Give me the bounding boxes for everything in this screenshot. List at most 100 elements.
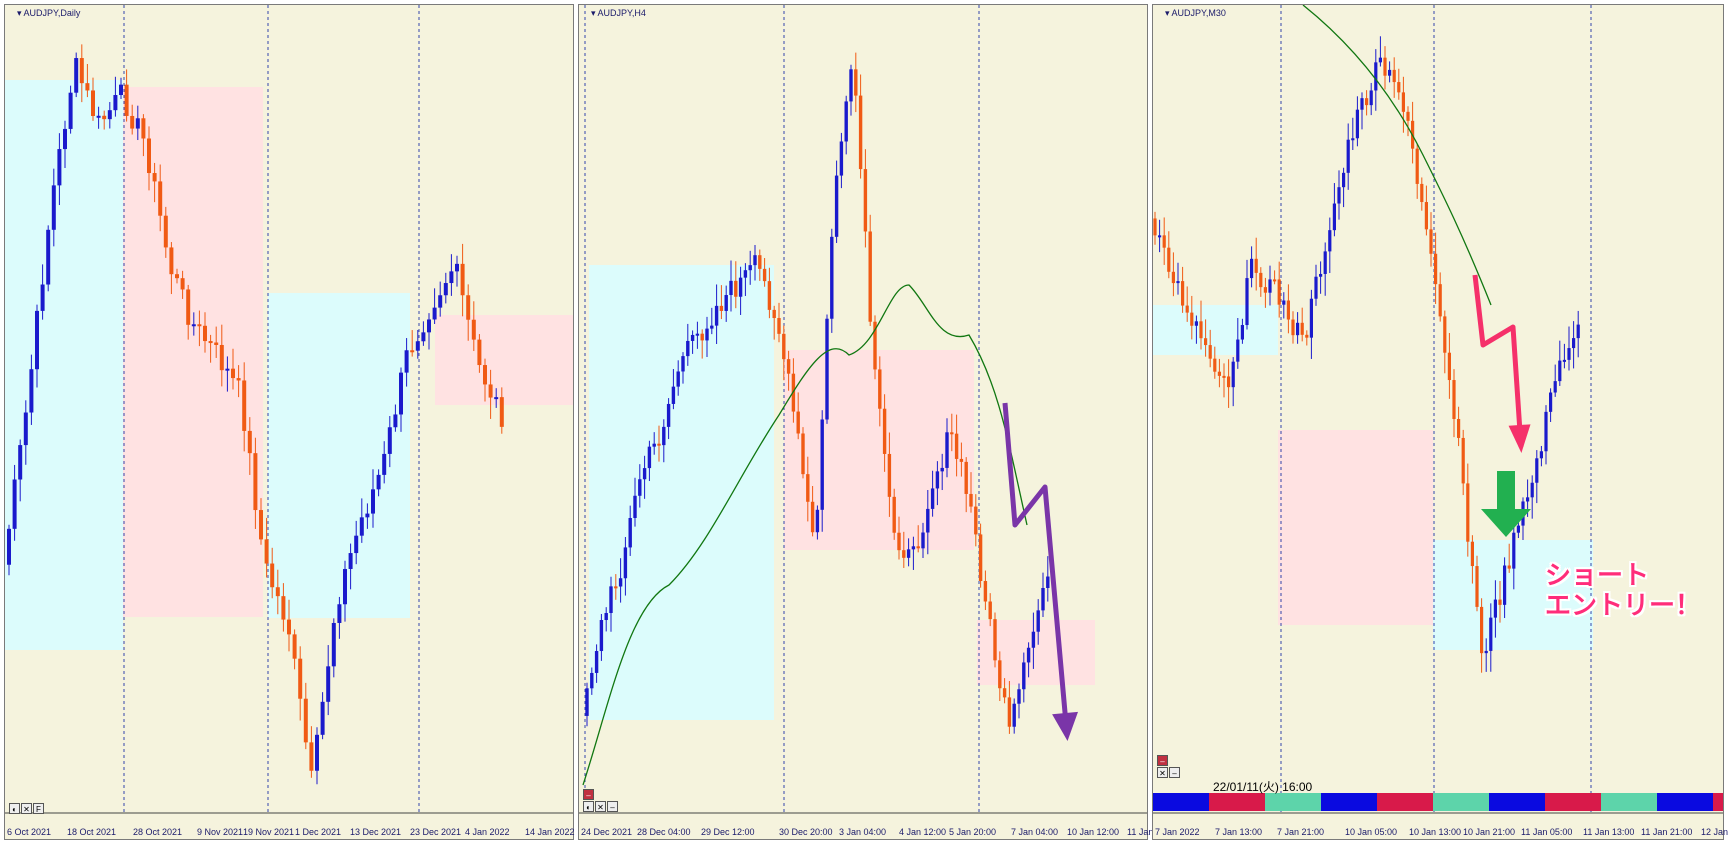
candle-body <box>1208 345 1212 359</box>
moving-average-line <box>1302 5 1492 306</box>
candle-body <box>449 271 454 284</box>
candle-body <box>1012 703 1016 727</box>
candle-body <box>303 698 308 743</box>
candle-body <box>488 384 493 398</box>
candle-body <box>1429 229 1433 254</box>
candle-body <box>1466 483 1470 542</box>
candle-body <box>954 433 959 459</box>
x-axis-label: 18 Oct 2021 <box>67 827 117 837</box>
candle-body <box>590 672 594 689</box>
candle-body <box>1305 334 1309 338</box>
minimize-icon[interactable]: – <box>1157 755 1168 766</box>
f-icon[interactable]: F <box>33 803 44 814</box>
x-axis-label: 12 Jan 05:00 <box>1701 827 1728 837</box>
candle-body <box>225 368 230 371</box>
close-x-icon[interactable]: ✕ <box>1157 767 1168 778</box>
x-axis-label: 9 Nov 2021 <box>197 827 244 837</box>
candle-body <box>135 118 140 129</box>
candle-body <box>628 517 632 548</box>
candle-body <box>63 128 67 150</box>
candle-body <box>40 284 45 311</box>
candle-body <box>1328 230 1332 252</box>
candle-body <box>1406 111 1410 121</box>
candle-body <box>1480 606 1484 654</box>
color-palette-icon[interactable]: ◐ <box>9 803 20 814</box>
candle-body <box>594 651 599 673</box>
candle-body <box>609 586 613 613</box>
x-axis-label: 28 Dec 04:00 <box>637 827 691 837</box>
close-x-icon[interactable]: ✕ <box>595 801 606 812</box>
chart-panel-daily[interactable]: ▾ AUDJPY,Daily ◐ ✕ F 6 Oct 2021 18 Oct 20… <box>4 4 575 840</box>
candle-body <box>494 397 499 400</box>
candle-body <box>1217 371 1221 376</box>
candle-body <box>671 386 676 404</box>
candle-body <box>354 535 359 554</box>
x-axis-label: 10 Jan 12:00 <box>1067 827 1120 837</box>
candle-body <box>1457 418 1461 438</box>
candle-body <box>1475 566 1479 607</box>
candle-body <box>825 318 829 420</box>
close-x-icon[interactable]: ✕ <box>21 803 32 814</box>
candle-body <box>964 461 968 494</box>
color-palette-icon[interactable]: ◐ <box>583 801 594 812</box>
candle-body <box>287 619 291 635</box>
candle-body <box>935 471 940 489</box>
candle-body <box>466 295 471 320</box>
candle-body <box>1254 258 1258 273</box>
candle-body <box>1424 202 1428 230</box>
candle-body <box>1392 69 1396 83</box>
candle-body <box>1277 279 1281 305</box>
session-color-bar <box>1209 793 1265 811</box>
session-color-bar <box>1153 793 1209 811</box>
minimize-icon[interactable]: – <box>583 789 594 800</box>
candle-body <box>1227 376 1231 388</box>
candle-body <box>834 175 839 237</box>
candle-body <box>1176 281 1180 284</box>
candle-body <box>1041 587 1045 611</box>
candle-body <box>686 340 690 357</box>
candle-body <box>863 169 868 232</box>
candle-body <box>714 305 719 326</box>
session-color-bar <box>1545 793 1601 811</box>
candle-body <box>647 446 652 469</box>
green-down-arrow-shaft <box>1497 471 1515 511</box>
chart-panel-h4[interactable]: ▾ AUDJPY,H4 – ◐ ✕ – 24 Dec 2021 28 Dec 04… <box>578 4 1178 840</box>
candle-body <box>705 328 709 341</box>
candle-body <box>79 58 84 84</box>
chart-panel-m30[interactable]: ▾ AUDJPY,M30 – ✕ – 22/01/11(火) 16:00 ショー… <box>1152 4 1728 840</box>
candle-body <box>1378 57 1382 63</box>
minimize-icon[interactable]: – <box>607 801 618 812</box>
candle-body <box>1213 358 1217 372</box>
candle-body <box>753 255 757 266</box>
candle-body <box>35 310 39 370</box>
candle-body <box>331 622 336 667</box>
minimize-icon[interactable]: – <box>1169 767 1180 778</box>
candle-body <box>892 496 896 533</box>
candle-body <box>393 414 398 428</box>
candle-body <box>231 368 235 379</box>
candle-body <box>147 138 151 174</box>
candle-body <box>113 95 118 111</box>
candle-body <box>1337 187 1341 204</box>
m30-datetime-readout: 22/01/11(火) 16:00 <box>1213 780 1313 794</box>
candle-body <box>657 443 661 446</box>
x-axis-label: 24 Dec 2021 <box>581 827 633 837</box>
candle-body <box>729 280 733 296</box>
purple-down-arrow <box>1002 402 1070 736</box>
x-axis-label: 19 Nov 2021 <box>243 827 295 837</box>
candle-body <box>1199 321 1203 339</box>
x-axis-label: 30 Dec 20:00 <box>779 827 833 837</box>
candle-body <box>1171 271 1175 284</box>
candle-body <box>1190 312 1194 326</box>
candle-body <box>762 268 767 282</box>
x-axis-label: 23 Dec 2021 <box>410 827 462 837</box>
candle-body <box>849 69 853 102</box>
candle-body <box>724 295 728 311</box>
panel-toolbar: ◐ ✕ F <box>9 803 44 814</box>
candle-body <box>387 427 392 454</box>
candle-body <box>96 115 101 118</box>
x-axis-label: 14 Jan 2022 <box>525 827 575 837</box>
candle-body <box>777 318 781 334</box>
candle-body <box>1383 57 1387 76</box>
candle-body <box>1259 272 1263 288</box>
